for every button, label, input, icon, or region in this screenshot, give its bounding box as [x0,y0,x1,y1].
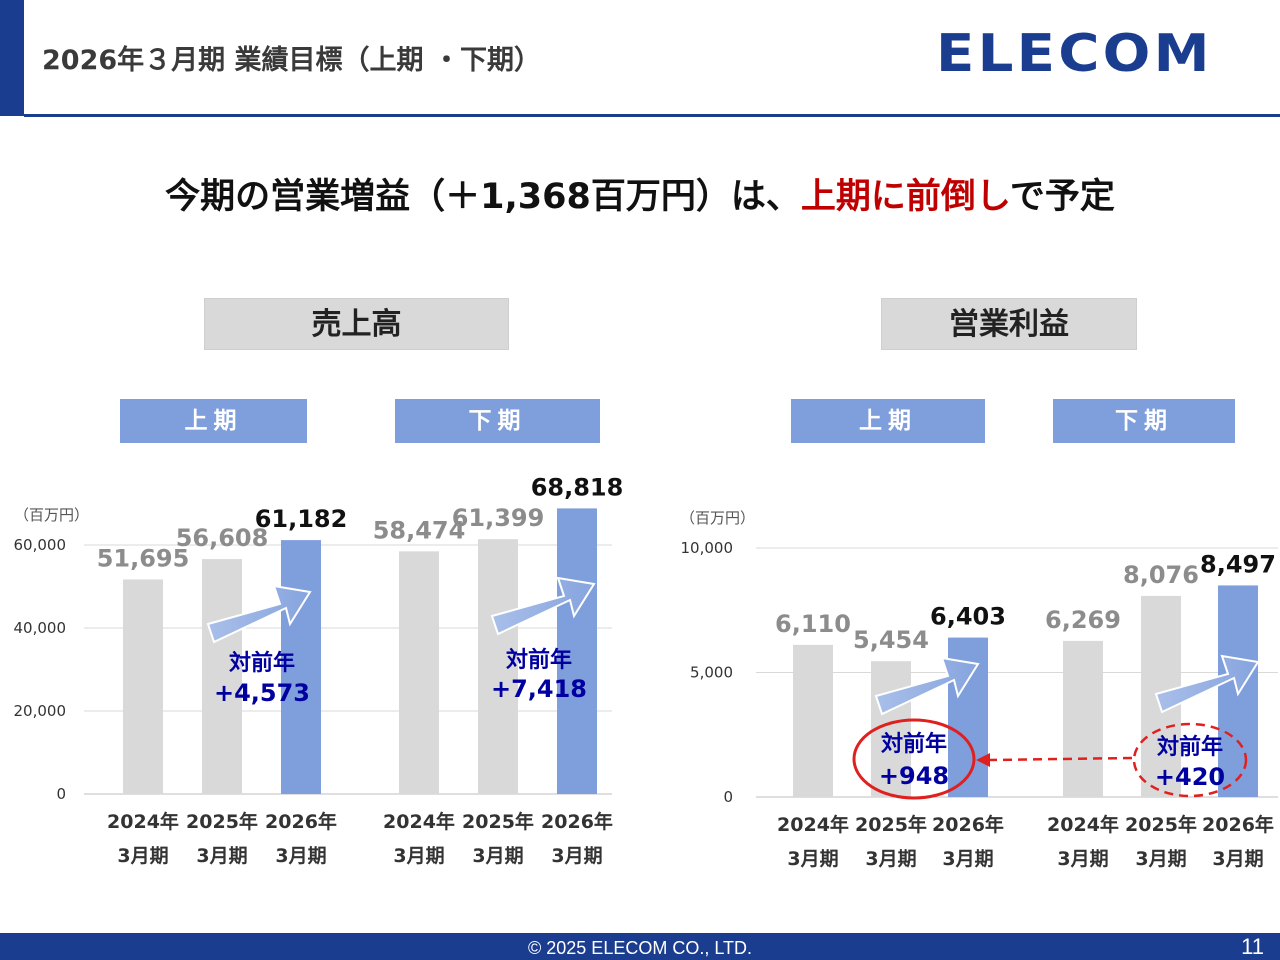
sales-yoy-value: +4,573 [214,679,310,707]
copyright: © 2025 ELECOM CO., LTD. [528,938,752,958]
sales-y-tick-label: 60,000 [14,536,67,554]
sales-y-tick-label: 0 [56,785,66,803]
profit-category-label: 2026年 [932,813,1004,836]
profit-category-label: 2026年 [1202,813,1274,836]
sales-category-label: 3月期 [196,845,247,867]
sales-y-tick-label: 20,000 [14,702,67,720]
profit-data-label: 6,403 [930,603,1006,631]
sales-bar-0-0 [123,579,163,794]
sales-category-label: 3月期 [472,845,523,867]
profit-y-tick-label: 0 [723,788,733,806]
headline-highlight: 上期に前倒し [800,177,1010,217]
headline-part2: で予定 [1009,177,1115,217]
profit-category-label: 3月期 [942,848,993,870]
sales-bar-0-2 [281,540,321,794]
profit-first-half-label: 上期 [791,399,985,443]
profit-growth-arrow [1154,654,1260,714]
header-accent-bar [0,0,24,116]
sales-yoy-label: 対前年 [229,650,295,676]
profit-data-label: 8,497 [1200,550,1276,578]
profit-category-label: 3月期 [1212,848,1263,870]
comparison-arrowhead [976,753,990,767]
sales-category-label: 2026年 [265,810,337,833]
sales-category-label: 3月期 [117,845,168,867]
sales-bar-1-0 [399,551,439,794]
headline: 今期の営業増益（＋1,368百万円）は、上期に前倒しで予定 [0,168,1280,219]
profit-second-half-label: 下期 [1053,399,1235,443]
sales-data-label: 68,818 [531,473,624,501]
profit-category-label: 3月期 [787,848,838,870]
page-title: 2026年３月期 業績目標（上期 ・下期） [42,45,541,76]
sales-data-label: 58,474 [373,516,466,544]
profit-unit-label: （百万円） [680,509,755,527]
second-half-highlight-ellipse [1132,722,1248,798]
profit-category-label: 2024年 [777,813,849,836]
profit-category-label: 3月期 [1135,848,1186,870]
sales-category-label: 2024年 [383,810,455,833]
sales-yoy-value: +7,418 [491,675,587,703]
sales-data-label: 61,182 [255,505,348,533]
page-number: 11 [1241,934,1264,959]
profit-category-label: 3月期 [1057,848,1108,870]
profit-yoy-label: 対前年 [1157,734,1223,760]
sales-growth-arrow [206,584,312,644]
operating-profit-section-title: 営業利益 [881,298,1137,350]
sales-category-label: 3月期 [275,845,326,867]
profit-growth-arrow [874,656,980,716]
profit-data-label: 8,076 [1123,561,1199,589]
profit-data-label: 6,110 [775,610,851,638]
profit-category-label: 3月期 [865,848,916,870]
sales-second-half-label: 下期 [395,399,600,443]
sales-bar-0-1 [202,559,242,794]
charts-svg: （百万円） 0 20,000 40,000 60,000 51,695 2024年 3月期 56… [14,473,1278,870]
first-half-highlight-ellipse [852,718,976,800]
comparison-connector-line [989,756,1133,762]
sales-data-label: 56,608 [176,524,269,552]
footer-bar [0,933,1280,960]
sales-section-title: 売上高 [204,298,509,350]
sales-yoy-label: 対前年 [506,647,572,673]
sales-category-label: 2025年 [462,810,534,833]
sales-unit-label: （百万円） [14,506,89,524]
sales-category-label: 2025年 [186,810,258,833]
sales-growth-arrow [490,576,596,636]
sales-category-label: 2024年 [107,810,179,833]
sales-data-label: 61,399 [452,504,545,532]
profit-yoy-value: +948 [879,762,949,790]
sales-y-tick-label: 40,000 [14,619,67,637]
sales-bar-1-1 [478,539,518,794]
headline-part1: 今期の営業増益（＋1,368百万円）は、 [165,177,801,217]
profit-category-label: 2025年 [1125,813,1197,836]
sales-bar-1-2 [557,508,597,794]
sales-category-label: 3月期 [551,845,602,867]
sales-category-label: 3月期 [393,845,444,867]
profit-bar-1-0 [1063,640,1103,797]
profit-bar-0-0 [793,644,833,797]
header-divider [24,114,1280,117]
sales-first-half-label: 上期 [120,399,307,443]
profit-data-label: 6,269 [1045,606,1121,634]
sales-data-label: 51,695 [97,544,190,572]
profit-category-label: 2024年 [1047,813,1119,836]
profit-category-label: 2025年 [855,813,927,836]
elecom-logo: ELECOM [936,24,1213,84]
sales-category-label: 2026年 [541,810,613,833]
profit-yoy-value: +420 [1155,763,1225,791]
profit-y-tick-label: 5,000 [690,664,733,682]
profit-y-tick-label: 10,000 [681,539,734,557]
profit-yoy-label: 対前年 [881,731,947,757]
profit-data-label: 5,454 [853,626,929,654]
